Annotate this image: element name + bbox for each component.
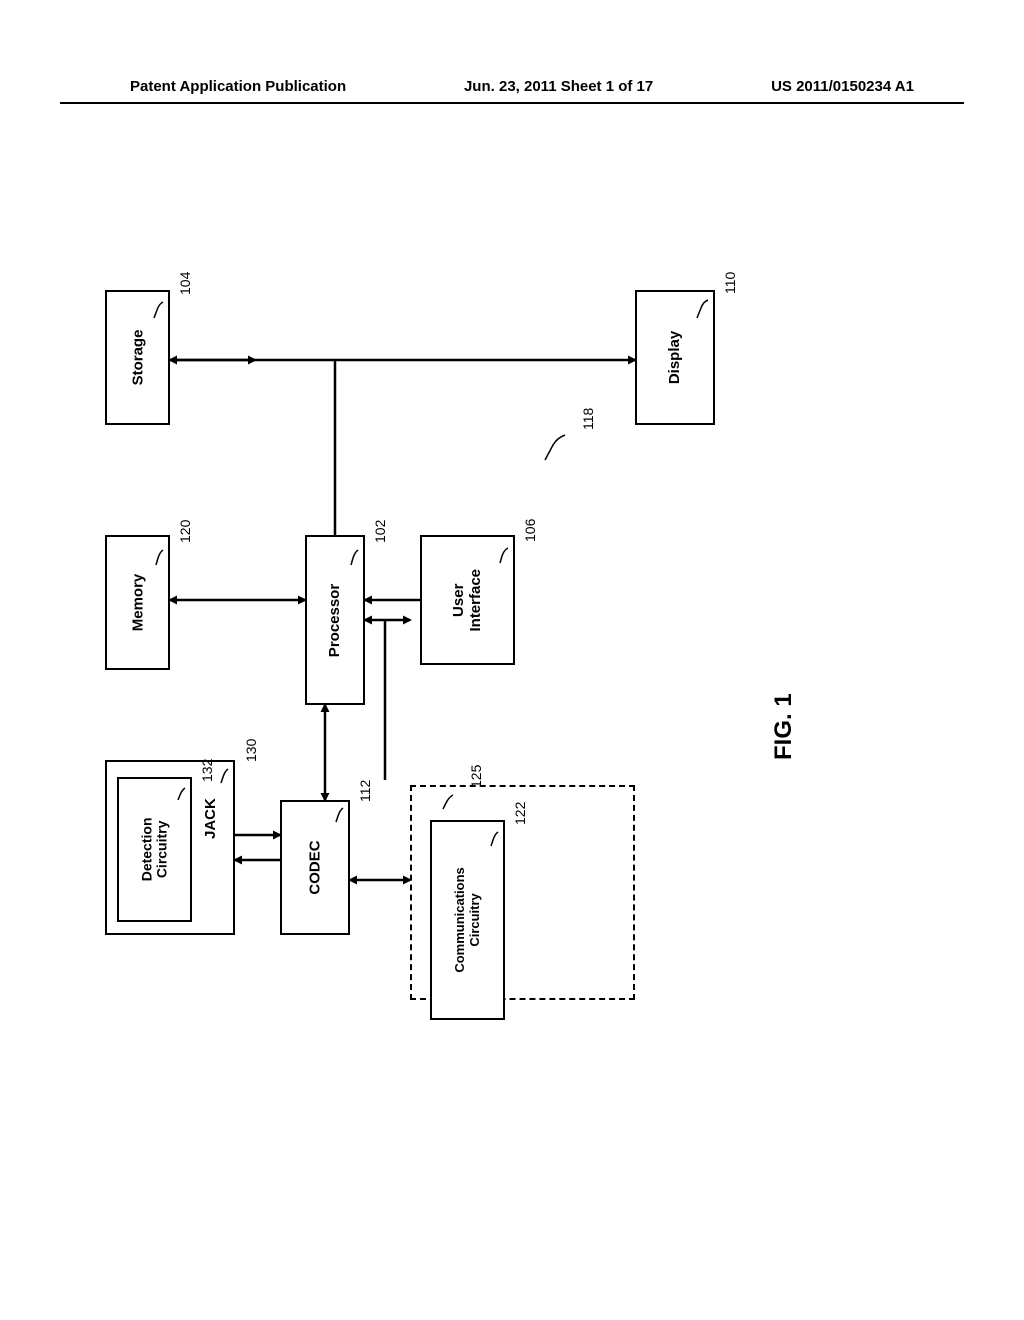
header-left: Patent Application Publication: [130, 78, 346, 95]
header-rule: [60, 102, 964, 104]
header-right: US 2011/0150234 A1: [771, 78, 914, 95]
block-diagram: 100 JACK DetectionCircuitry 130 132 CODE…: [105, 260, 765, 1000]
figure-label: FIG. 1: [770, 693, 798, 760]
patent-header: Patent Application Publication Jun. 23, …: [0, 78, 1024, 95]
wiring: [105, 260, 765, 1000]
header-center: Jun. 23, 2011 Sheet 1 of 17: [464, 78, 653, 95]
